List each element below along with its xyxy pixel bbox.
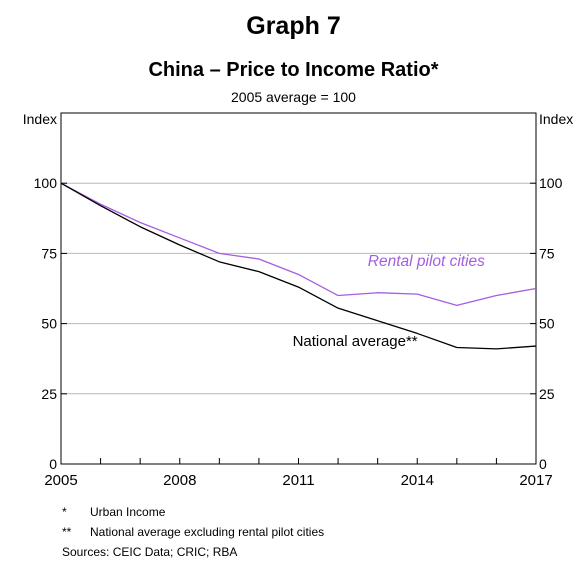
y-tick-label-right: 100 <box>539 175 563 191</box>
x-tick-label: 2011 <box>282 472 314 489</box>
y-tick-label-right: 50 <box>539 316 555 332</box>
sources-text: Sources: CEIC Data; CRIC; RBA <box>62 545 238 559</box>
y-tick-label-left: 100 <box>34 175 58 191</box>
y-tick-label-right: 0 <box>539 456 547 472</box>
footnote-mark: ** <box>62 525 72 539</box>
series-line <box>60 182 537 350</box>
chart-subtitle: 2005 average = 100 <box>231 89 356 105</box>
footnote-2: ** National average excluding rental pil… <box>62 522 324 542</box>
x-tick-label: 2005 <box>44 472 77 489</box>
footnote-text: National average excluding rental pilot … <box>90 525 325 539</box>
y-axis-label-left: Index <box>23 111 57 127</box>
sources-note: Sources: CEIC Data; CRIC; RBA <box>62 542 324 562</box>
y-tick-label-left: 0 <box>49 456 57 472</box>
x-tick-label: 2014 <box>401 472 434 489</box>
y-axis-label-right: Index <box>539 111 573 127</box>
chart-title: China – Price to Income Ratio* <box>148 59 439 81</box>
y-tick-label-left: 50 <box>41 316 57 332</box>
series-line <box>60 182 537 306</box>
footnote-text: Urban Income <box>90 505 166 519</box>
series-label-national-average: National average** <box>293 333 418 350</box>
footnote-mark: * <box>62 505 67 519</box>
x-tick-label: 2017 <box>519 472 552 489</box>
series-label-rental-pilot-cities: Rental pilot cities <box>368 253 485 270</box>
footnotes: * Urban Income ** National average exclu… <box>62 502 324 562</box>
x-tick-label: 2008 <box>163 472 196 489</box>
plot-frame <box>60 112 537 465</box>
graph-number: Graph 7 <box>246 12 341 40</box>
y-tick-label-right: 75 <box>539 245 555 261</box>
y-tick-label-left: 25 <box>41 386 57 402</box>
y-tick-label-left: 75 <box>41 245 57 261</box>
footnote-1: * Urban Income <box>62 502 324 522</box>
line-chart: 0 0 25 25 50 50 75 75 100 100 Index Index 2005 2008 20… <box>23 111 574 489</box>
y-tick-label-right: 25 <box>539 386 555 402</box>
